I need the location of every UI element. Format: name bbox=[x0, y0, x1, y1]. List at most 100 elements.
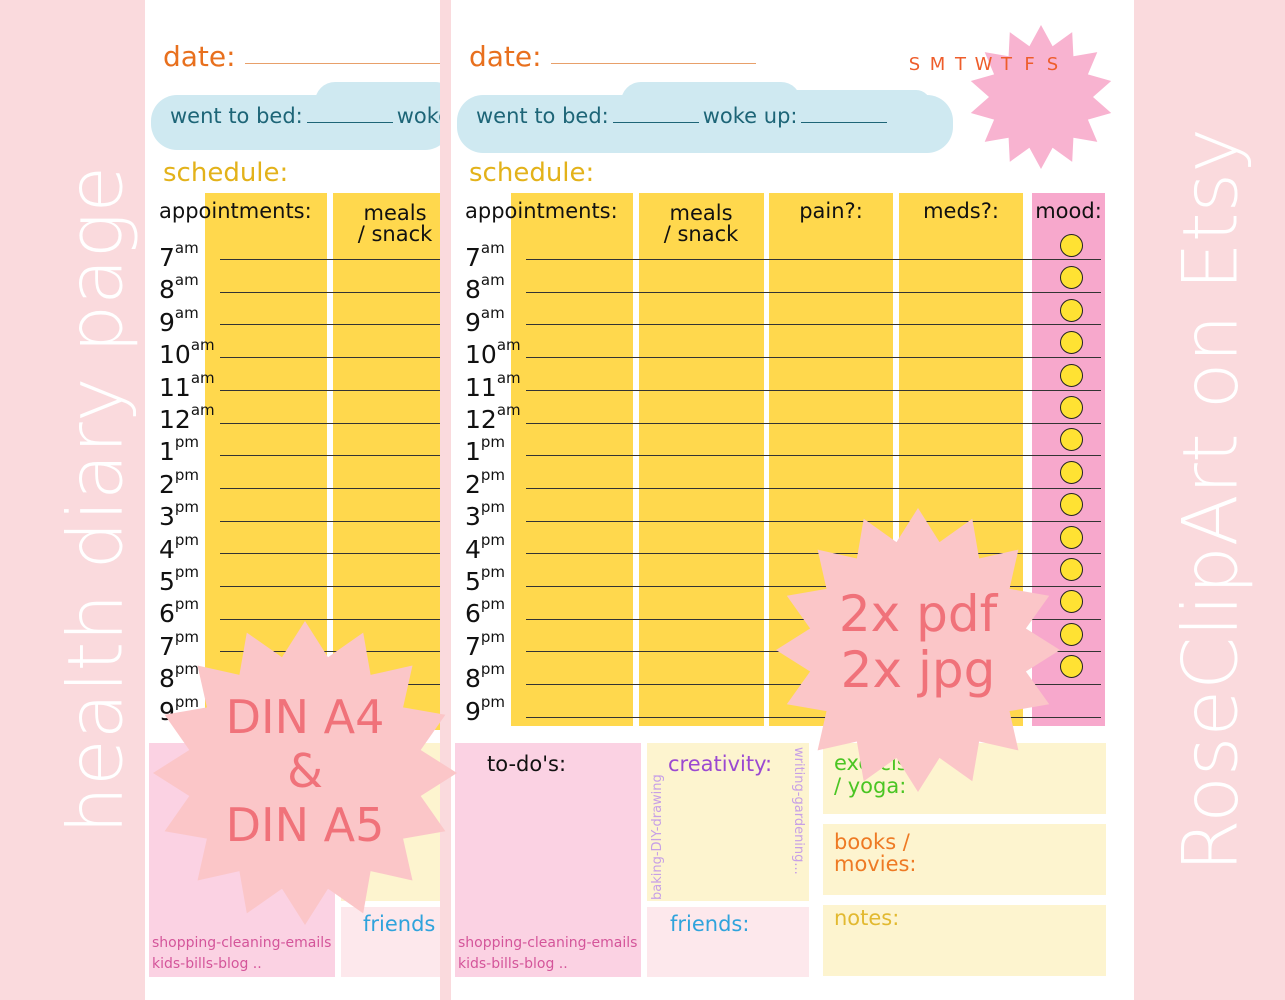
hour-label: 11am bbox=[159, 369, 215, 402]
weekday-wed[interactable]: W bbox=[974, 54, 993, 75]
friends-box bbox=[341, 907, 440, 977]
hour-label: 9am bbox=[465, 304, 505, 337]
weekday-thu[interactable]: T bbox=[1001, 54, 1012, 75]
notes-box[interactable] bbox=[823, 905, 1106, 976]
hour-line[interactable] bbox=[220, 651, 440, 653]
creativity-box[interactable] bbox=[647, 743, 809, 901]
meals-header: meals / snack bbox=[357, 201, 433, 246]
hour-label: 5pm bbox=[465, 563, 505, 596]
hour-suffix: pm bbox=[480, 465, 506, 484]
hour-line[interactable] bbox=[526, 716, 1101, 718]
hour-suffix: pm bbox=[174, 563, 200, 581]
hour-suffix: pm bbox=[480, 595, 506, 614]
hour-line[interactable] bbox=[220, 487, 440, 489]
weekday-sat[interactable]: S bbox=[1046, 54, 1059, 75]
hour-suffix: pm bbox=[174, 627, 200, 646]
went-to-bed-line[interactable] bbox=[612, 122, 699, 123]
hour-line[interactable] bbox=[220, 357, 440, 359]
mood-circle[interactable] bbox=[1060, 266, 1083, 290]
mood-circle[interactable] bbox=[1060, 234, 1083, 257]
hour-suffix: am bbox=[496, 401, 521, 419]
woke-up-line[interactable] bbox=[801, 122, 888, 123]
mood-circle[interactable] bbox=[1060, 428, 1083, 452]
mood-circle[interactable] bbox=[1060, 525, 1083, 549]
hour-line[interactable] bbox=[220, 455, 440, 457]
hour-suffix: pm bbox=[480, 530, 506, 549]
hour-label: 9am bbox=[159, 304, 199, 337]
hour-number: 1 bbox=[465, 437, 481, 467]
hour-line[interactable] bbox=[526, 455, 1101, 457]
hour-number: 8 bbox=[465, 664, 481, 694]
hour-label: 1pm bbox=[159, 433, 199, 466]
hour-suffix: pm bbox=[174, 692, 200, 711]
hour-number: 7 bbox=[159, 631, 175, 661]
weekday-tue[interactable]: T bbox=[955, 54, 966, 75]
format-badge-line1: DIN A4 bbox=[225, 690, 385, 744]
mood-circle[interactable] bbox=[1060, 396, 1083, 419]
meals-header: meals / snack bbox=[663, 201, 739, 246]
format-badge-line3: DIN A5 bbox=[225, 798, 385, 852]
mood-circle[interactable] bbox=[1060, 363, 1083, 387]
hour-line[interactable] bbox=[220, 422, 440, 424]
weekday-mon[interactable]: M bbox=[929, 54, 946, 75]
friends-box[interactable] bbox=[647, 907, 809, 977]
hour-suffix: am bbox=[496, 336, 521, 355]
hour-suffix: pm bbox=[480, 563, 506, 581]
mood-circle[interactable] bbox=[1060, 298, 1083, 322]
hour-label: 2pm bbox=[465, 466, 505, 499]
hour-line[interactable] bbox=[526, 586, 1101, 587]
hour-label: 1pm bbox=[465, 433, 505, 467]
weekday-sun[interactable]: S bbox=[908, 54, 921, 75]
weekday-fri[interactable]: F bbox=[1024, 54, 1035, 75]
hour-line[interactable] bbox=[220, 586, 440, 587]
hour-label: 12am bbox=[159, 401, 215, 434]
hour-line[interactable] bbox=[220, 553, 440, 555]
hour-label: 7pm bbox=[159, 628, 199, 661]
mood-circle[interactable] bbox=[1060, 655, 1083, 679]
hour-line[interactable] bbox=[220, 618, 440, 620]
meds-header: meds?: bbox=[923, 199, 999, 223]
hour-number: 4 bbox=[159, 534, 175, 564]
mood-circle[interactable] bbox=[1060, 558, 1083, 581]
hour-line[interactable] bbox=[220, 324, 440, 326]
hour-line[interactable] bbox=[526, 324, 1101, 326]
hour-line[interactable] bbox=[526, 259, 1101, 260]
hour-number: 5 bbox=[159, 567, 175, 596]
hour-line[interactable] bbox=[220, 389, 440, 391]
hour-label: 4pm bbox=[465, 531, 505, 564]
hour-line[interactable] bbox=[526, 291, 1101, 293]
mood-circle[interactable] bbox=[1060, 590, 1083, 614]
hour-line[interactable] bbox=[220, 259, 440, 260]
schedule-label: schedule: bbox=[163, 158, 289, 188]
weekday-burst bbox=[970, 25, 1112, 169]
hour-suffix: am bbox=[496, 368, 521, 387]
hour-number: 7 bbox=[465, 631, 481, 661]
hour-label: 7am bbox=[465, 239, 505, 272]
creativity-hint-left: baking-DIY-drawing bbox=[650, 774, 665, 900]
hour-label: 11am bbox=[465, 369, 521, 402]
creativity-label: creativity: bbox=[668, 752, 773, 776]
hour-line[interactable] bbox=[526, 520, 1101, 522]
todo-box[interactable] bbox=[455, 743, 641, 977]
date-label: date: bbox=[163, 40, 236, 73]
mood-circle[interactable] bbox=[1060, 622, 1083, 646]
todo-hint-1: shopping-cleaning-emails bbox=[458, 935, 638, 951]
hour-suffix: pm bbox=[480, 433, 506, 452]
hour-line[interactable] bbox=[526, 487, 1101, 489]
date-line bbox=[551, 63, 756, 64]
hour-line[interactable] bbox=[220, 291, 440, 293]
hour-line[interactable] bbox=[526, 389, 1101, 391]
hour-line[interactable] bbox=[526, 422, 1101, 424]
hour-line[interactable] bbox=[220, 520, 440, 522]
hour-line[interactable] bbox=[526, 357, 1101, 359]
mood-circle[interactable] bbox=[1060, 331, 1083, 355]
todo-label: to-do's: bbox=[487, 752, 567, 776]
mood-circle[interactable] bbox=[1060, 493, 1083, 517]
hour-line[interactable] bbox=[526, 553, 1101, 555]
mood-circle[interactable] bbox=[1060, 460, 1083, 484]
books-box[interactable] bbox=[823, 824, 1106, 895]
date-line bbox=[245, 63, 440, 64]
sleep-cloud-bump bbox=[315, 82, 440, 122]
schedule-label: schedule: bbox=[469, 158, 595, 188]
